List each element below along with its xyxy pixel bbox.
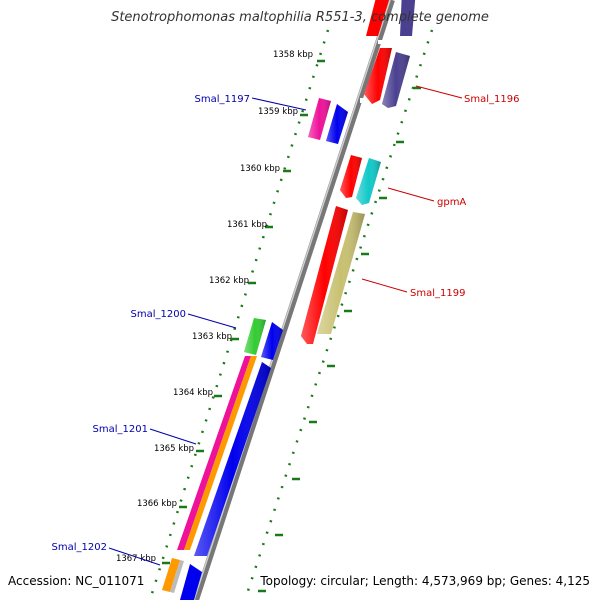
genome-backbone-highlight <box>193 0 391 600</box>
tick-label: 1363 kbp <box>192 332 232 342</box>
tick-labels: 1358 kbp 1359 kbp 1360 kbp 1361 kbp 1362… <box>116 50 313 564</box>
gene-smal-1202-gray[interactable] <box>170 560 184 593</box>
gene-label-gpma[interactable]: gpmA <box>437 197 466 208</box>
feature-smal-1200[interactable] <box>244 318 283 360</box>
gene-smal-1202-orange[interactable] <box>162 558 180 592</box>
feature-smal-1196-pair[interactable] <box>364 0 416 108</box>
tick-label: 1366 kbp <box>137 499 177 509</box>
tick-label: 1367 kbp <box>116 554 156 564</box>
tick-label: 1361 kbp <box>227 220 267 230</box>
tick-label: 1362 kbp <box>209 276 249 286</box>
gene-smal-1201-magenta[interactable] <box>177 356 251 550</box>
genome-backbone <box>193 0 395 600</box>
topology-text: Topology: circular; Length: 4,573,969 bp… <box>260 574 590 588</box>
tick-label: 1360 kbp <box>240 164 280 174</box>
gene-label-smal-1201[interactable]: Smal_1201 <box>93 424 148 435</box>
tick-label: 1364 kbp <box>173 388 213 398</box>
label-leaders <box>108 85 463 566</box>
gene-smal-1202-blue[interactable] <box>180 564 202 600</box>
feature-smal-1199[interactable] <box>301 206 365 344</box>
tick-label: 1359 kbp <box>258 107 298 117</box>
backbone-gaps <box>160 40 408 556</box>
gene-label-smal-1197[interactable]: Smal_1197 <box>195 94 250 105</box>
gene-label-smal-1199[interactable]: Smal_1199 <box>410 288 465 299</box>
gene-label-smal-1202[interactable]: Smal_1202 <box>52 542 107 553</box>
feature-smal-1197[interactable] <box>308 98 348 144</box>
feature-smal-1201[interactable] <box>177 356 271 556</box>
feature-gpma[interactable] <box>340 155 381 205</box>
tick-label: 1365 kbp <box>154 444 194 454</box>
gene-label-smal-1200[interactable]: Smal_1200 <box>131 309 186 320</box>
tick-label: 1358 kbp <box>273 50 313 60</box>
gene-label-group: Smal_1196 Smal_1197 gpmA Smal_1199 Smal_… <box>52 94 520 553</box>
map-title: Stenotrophomonas maltophilia R551-3, com… <box>111 10 489 25</box>
tick-marks <box>162 59 421 593</box>
feature-smal-1202[interactable] <box>162 558 202 600</box>
gene-smal-1196-b[interactable] <box>400 0 416 36</box>
accession-text: Accession: NC_011071 <box>8 574 145 588</box>
gene-smal-1196[interactable] <box>366 0 392 36</box>
gene-smal-1201-orange[interactable] <box>184 356 257 550</box>
gene-label-smal-1196[interactable]: Smal_1196 <box>464 94 519 105</box>
